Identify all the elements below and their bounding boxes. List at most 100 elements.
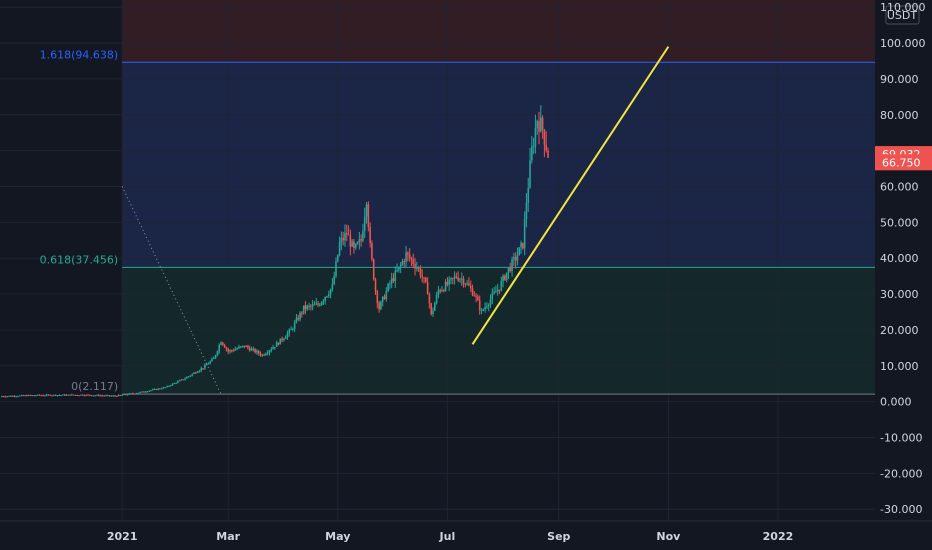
time-axis[interactable]: 2021 Mar May Jul Sep Nov 2022 xyxy=(0,520,932,550)
candle-body xyxy=(133,393,136,395)
candle-body xyxy=(473,295,476,297)
candle-body xyxy=(538,121,540,132)
candle-body xyxy=(205,364,208,366)
candle-body xyxy=(531,146,533,161)
candle-body xyxy=(293,322,296,329)
candle-body xyxy=(51,395,53,397)
candle-body xyxy=(107,395,109,397)
candle-body xyxy=(277,342,280,345)
candle-body xyxy=(354,243,357,249)
candle-body xyxy=(430,303,433,315)
candle-body xyxy=(137,392,140,394)
x-tick-label: Mar xyxy=(216,530,240,543)
candle-body xyxy=(54,394,57,396)
candle-body xyxy=(128,393,131,395)
candle-body xyxy=(121,394,123,396)
candle-body xyxy=(486,306,488,308)
candle-body xyxy=(543,129,546,145)
candle-body xyxy=(130,393,132,395)
candle-body xyxy=(369,227,371,244)
candle-body xyxy=(448,279,450,285)
x-tick-label: 2022 xyxy=(763,530,794,543)
candles xyxy=(0,105,549,398)
candle-body xyxy=(105,395,107,397)
candle-body xyxy=(317,303,319,306)
candle-body xyxy=(200,368,203,371)
trend-line[interactable] xyxy=(471,46,670,345)
candle-body xyxy=(202,368,204,370)
candle-body xyxy=(283,338,285,341)
candle-body xyxy=(455,276,458,278)
candle-body xyxy=(132,393,134,395)
candle-body xyxy=(274,347,276,349)
candle-body xyxy=(110,395,113,397)
candle-body xyxy=(211,358,213,362)
candle-body xyxy=(164,387,167,389)
candle-body xyxy=(469,285,472,289)
candle-body xyxy=(426,282,429,295)
candle-body xyxy=(320,302,323,306)
candle-body xyxy=(371,243,373,260)
candle-body xyxy=(450,278,452,280)
candle-body xyxy=(157,388,159,390)
candle-body xyxy=(324,297,327,301)
candle-body xyxy=(493,291,495,294)
candle-body xyxy=(362,230,364,241)
candle-body xyxy=(180,379,183,381)
candle-body xyxy=(308,305,310,307)
candle-body xyxy=(306,305,309,310)
candle-body xyxy=(263,354,265,356)
candle-body xyxy=(26,395,28,397)
candle-body xyxy=(74,394,77,396)
y-tick-label: -20.000 xyxy=(880,467,922,480)
candle-body xyxy=(166,385,168,388)
price-axis[interactable]: USDT 110.000 100.000 90.000 80.000 60.000 50.… xyxy=(875,0,932,520)
candle-body xyxy=(56,395,59,397)
candle-body xyxy=(304,305,307,310)
candle-body xyxy=(141,391,143,393)
candle-body xyxy=(214,354,217,359)
fib-zone-upper xyxy=(122,62,876,268)
candle-body xyxy=(358,239,361,243)
candle-body xyxy=(33,395,35,397)
candle-body xyxy=(265,353,267,356)
candle-body xyxy=(87,394,89,396)
time-axis-panel xyxy=(0,521,932,550)
candle-body xyxy=(47,394,50,396)
x-tick-label: Jul xyxy=(439,530,456,543)
candle-body xyxy=(162,387,165,389)
candle-body xyxy=(319,305,321,307)
y-tick-label: 20.000 xyxy=(880,324,919,337)
candle-body xyxy=(126,394,129,396)
candle-body xyxy=(421,275,424,278)
y-tick-label: 40.000 xyxy=(880,252,919,265)
candle-body xyxy=(6,396,8,398)
candle-body xyxy=(275,342,278,348)
candle-body xyxy=(153,388,156,390)
candle-body xyxy=(187,376,190,378)
candle-body xyxy=(540,117,542,132)
candle-body xyxy=(31,395,34,397)
candle-body xyxy=(338,242,341,255)
candle-body xyxy=(310,305,312,307)
candle-body xyxy=(245,346,247,348)
candle-body xyxy=(90,395,93,397)
candle-body xyxy=(184,378,186,380)
currency-badge[interactable] xyxy=(885,5,920,25)
candle-body xyxy=(360,239,362,241)
candle-body xyxy=(356,242,359,244)
candle-body xyxy=(2,396,5,398)
candle-body xyxy=(72,394,75,396)
candle-body xyxy=(96,394,98,396)
candle-body xyxy=(523,218,526,249)
fib-zone-lower xyxy=(122,267,876,395)
candle-body xyxy=(0,396,3,398)
candle-body xyxy=(198,370,201,372)
candle-body xyxy=(489,299,492,305)
candle-body xyxy=(169,385,172,387)
candle-body xyxy=(504,275,506,280)
candle-body xyxy=(516,255,519,261)
candle-body xyxy=(514,257,517,261)
candle-body xyxy=(281,338,283,341)
